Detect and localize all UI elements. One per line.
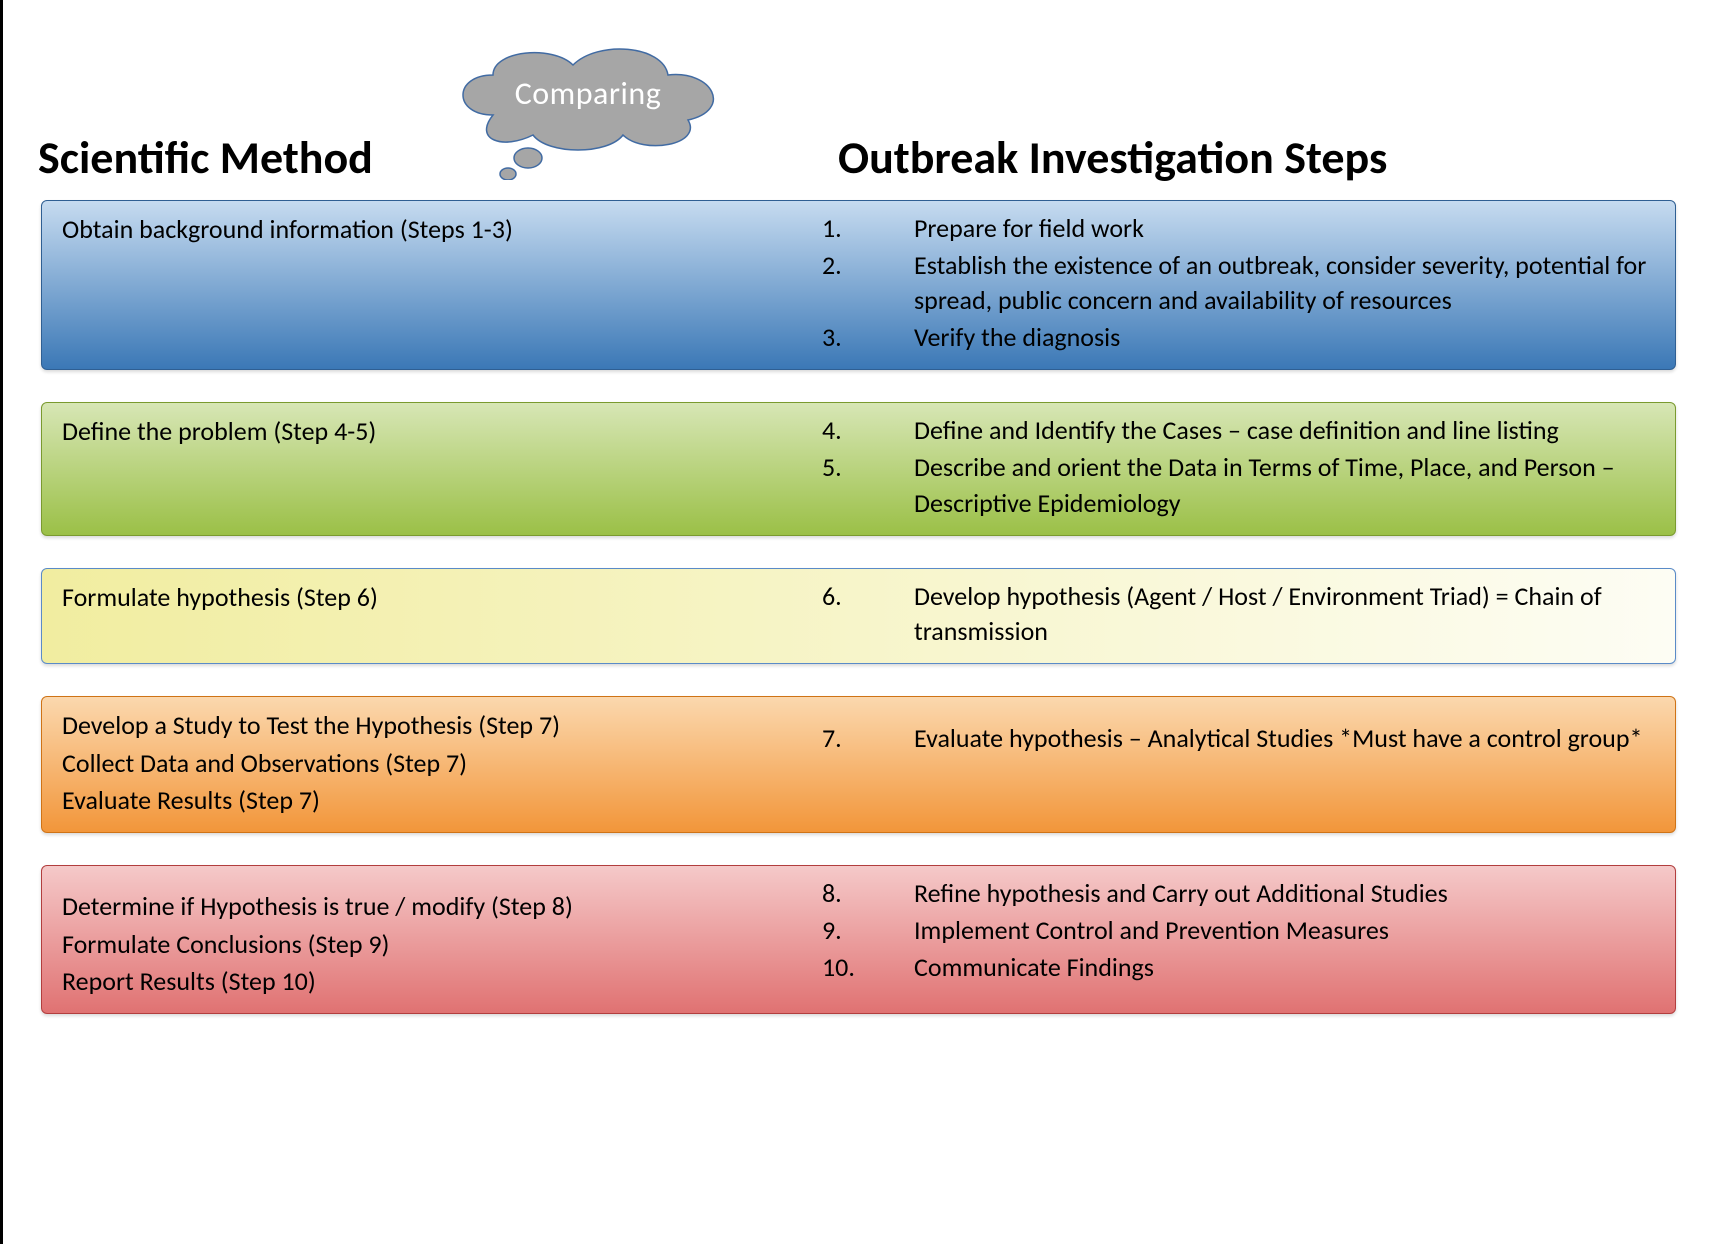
comparison-rows: Obtain background information (Steps 1-3… — [41, 200, 1676, 1046]
step-text: Implement Control and Prevention Measure… — [914, 913, 1655, 948]
step-number: 6. — [822, 579, 914, 649]
header-outbreak-steps: Outbreak Investigation Steps — [838, 130, 1679, 186]
step-text: Prepare for field work — [914, 211, 1655, 246]
step-text: Verify the diagnosis — [914, 320, 1655, 355]
step-item: 10. Communicate Findings — [822, 950, 1655, 985]
step-text: Develop hypothesis (Agent / Host / Envir… — [914, 579, 1655, 649]
step-number: 1. — [822, 211, 914, 246]
sm-line: Determine if Hypothesis is true / modify… — [62, 888, 812, 926]
step-item: 9. Implement Control and Prevention Meas… — [822, 913, 1655, 948]
step-number: 9. — [822, 913, 914, 948]
sm-line: Collect Data and Observations (Step 7) — [62, 745, 812, 783]
row-conclude: Determine if Hypothesis is true / modify… — [41, 865, 1676, 1014]
step-item: 4. Define and Identify the Cases – case … — [822, 413, 1655, 448]
step-item: 5. Describe and orient the Data in Terms… — [822, 450, 1655, 520]
sm-line: Formulate Conclusions (Step 9) — [62, 926, 812, 964]
header-scientific-method: Scientific Method — [38, 130, 658, 186]
sm-line: Develop a Study to Test the Hypothesis (… — [62, 707, 812, 745]
step-item: 7. Evaluate hypothesis – Analytical Stud… — [822, 721, 1655, 756]
step-text: Define and Identify the Cases – case def… — [914, 413, 1655, 448]
step-item: 2. Establish the existence of an outbrea… — [822, 248, 1655, 318]
cloud-label: Comparing — [433, 74, 743, 113]
row-define-problem: Define the problem (Step 4-5) 4. Define … — [41, 402, 1676, 535]
row-background: Obtain background information (Steps 1-3… — [41, 200, 1676, 370]
step-number: 4. — [822, 413, 914, 448]
column-headers: Scientific Method Outbreak Investigation… — [38, 130, 1679, 186]
step-text: Refine hypothesis and Carry out Addition… — [914, 876, 1655, 911]
sm-line: Obtain background information (Steps 1-3… — [62, 211, 812, 249]
step-number: 7. — [822, 721, 914, 756]
sm-line: Define the problem (Step 4-5) — [62, 413, 812, 451]
step-number: 2. — [822, 248, 914, 318]
sm-line: Formulate hypothesis (Step 6) — [62, 579, 812, 617]
step-item: 3. Verify the diagnosis — [822, 320, 1655, 355]
sm-line: Evaluate Results (Step 7) — [62, 782, 812, 820]
row-test-hypothesis: Develop a Study to Test the Hypothesis (… — [41, 696, 1676, 833]
step-text: Establish the existence of an outbreak, … — [914, 248, 1655, 318]
step-text: Communicate Findings — [914, 950, 1655, 985]
sm-line: Report Results (Step 10) — [62, 963, 812, 1001]
step-number: 3. — [822, 320, 914, 355]
step-text: Evaluate hypothesis – Analytical Studies… — [914, 721, 1655, 756]
step-item: 8. Refine hypothesis and Carry out Addit… — [822, 876, 1655, 911]
step-item: 6. Develop hypothesis (Agent / Host / En… — [822, 579, 1655, 649]
row-hypothesis: Formulate hypothesis (Step 6) 6. Develop… — [41, 568, 1676, 664]
step-number: 5. — [822, 450, 914, 520]
step-item: 1. Prepare for field work — [822, 211, 1655, 246]
step-number: 8. — [822, 876, 914, 911]
step-number: 10. — [822, 950, 914, 985]
step-text: Describe and orient the Data in Terms of… — [914, 450, 1655, 520]
